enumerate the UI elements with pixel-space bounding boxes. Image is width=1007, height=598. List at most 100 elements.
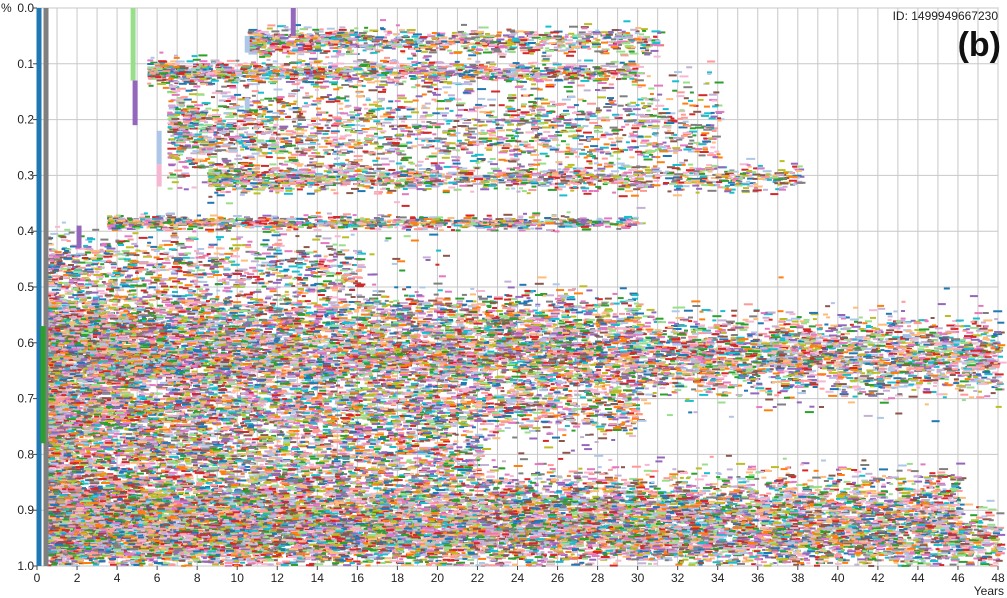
data-point: [437, 33, 444, 36]
data-point: [247, 40, 253, 42]
data-point: [399, 117, 408, 120]
data-point: [198, 135, 203, 138]
data-point: [703, 137, 708, 140]
data-point: [315, 75, 325, 78]
data-point: [545, 155, 550, 158]
data-point: [615, 137, 624, 140]
data-point: [188, 82, 197, 85]
data-point: [344, 95, 350, 98]
data-point: [542, 58, 550, 61]
data-point: [443, 118, 448, 121]
data-point: [261, 132, 271, 135]
data-point: [316, 162, 324, 165]
data-point: [487, 160, 493, 163]
data-point: [565, 156, 570, 159]
data-point: [563, 119, 572, 122]
data-point: [321, 137, 328, 140]
data-point: [640, 28, 648, 31]
data-point: [312, 28, 320, 31]
data-point: [315, 30, 324, 33]
data-point: [541, 98, 549, 101]
data-point: [311, 37, 318, 40]
data-point: [554, 79, 564, 82]
data-point: [585, 118, 590, 121]
data-point: [423, 81, 433, 84]
data-point: [189, 163, 195, 165]
data-point: [181, 110, 186, 113]
data-point: [629, 132, 635, 135]
data-point: [625, 46, 635, 49]
data-point: [261, 51, 268, 54]
data-point: [304, 148, 314, 151]
data-point: [481, 38, 486, 41]
data-point: [334, 100, 341, 103]
data-point: [560, 113, 570, 116]
data-point: [527, 35, 536, 37]
data-point: [639, 33, 644, 36]
data-point: [221, 95, 231, 98]
data-point: [489, 158, 496, 160]
data-point: [356, 139, 361, 142]
data-point: [501, 147, 510, 150]
data-point: [192, 150, 200, 153]
data-point: [265, 68, 270, 71]
data-point: [428, 79, 434, 82]
data-point: [652, 108, 658, 111]
data-point: [305, 92, 309, 95]
data-point: [225, 116, 235, 118]
data-point: [235, 78, 241, 81]
data-point: [290, 153, 299, 156]
data-point: [269, 190, 274, 193]
data-point: [644, 175, 654, 178]
data-point: [256, 29, 262, 32]
data-point: [401, 51, 406, 54]
data-point: [421, 79, 426, 82]
data-point: [192, 71, 197, 74]
data-point: [672, 164, 682, 166]
data-point: [425, 58, 430, 61]
data-point: [642, 105, 648, 108]
data-point: [683, 148, 692, 151]
data-point: [460, 41, 465, 44]
data-point: [635, 65, 644, 68]
data-point: [688, 142, 694, 145]
data-point: [233, 137, 240, 140]
data-point: [607, 33, 613, 36]
data-point: [762, 170, 772, 173]
data-point: [629, 52, 639, 55]
data-point: [640, 102, 645, 105]
data-point: [451, 159, 460, 162]
data-point: [516, 190, 521, 193]
data-point: [328, 44, 334, 47]
data-point: [365, 115, 370, 118]
data-point: [524, 121, 533, 124]
data-point: [315, 48, 321, 50]
data-point: [385, 81, 395, 84]
data-point: [328, 33, 337, 35]
data-point: [608, 31, 614, 33]
data-point: [611, 76, 616, 79]
data-point: [326, 119, 333, 122]
data-point: [591, 45, 598, 48]
data-point: [393, 43, 403, 46]
data-point: [169, 138, 175, 141]
data-point: [580, 79, 590, 82]
data-point: [584, 59, 594, 62]
data-point: [272, 78, 281, 81]
data-point: [355, 39, 360, 42]
data-point: [521, 190, 527, 193]
data-point: [641, 44, 649, 46]
data-point: [221, 157, 228, 160]
data-point: [616, 157, 621, 160]
data-point: [587, 102, 596, 105]
data-point: [285, 130, 294, 133]
data-point: [575, 129, 582, 132]
data-point: [350, 130, 358, 133]
data-point: [497, 77, 507, 80]
data-point: [515, 128, 521, 131]
data-point: [254, 146, 259, 149]
data-point: [710, 146, 716, 149]
data-point: [148, 84, 154, 87]
data-point: [635, 113, 645, 116]
data-point: [245, 74, 255, 77]
